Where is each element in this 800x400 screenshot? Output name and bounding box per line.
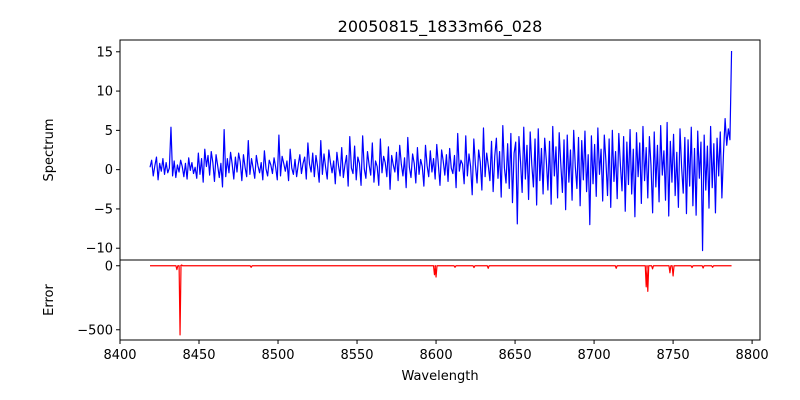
x-tick-label: 8700: [578, 348, 611, 363]
error-plot-frame: [119, 259, 761, 341]
spectrum-panel: −10 −5 0 5 10 15 Spectrum: [42, 39, 761, 261]
spectrum-y-tick-label: −10: [86, 242, 113, 257]
x-tick-label: 8800: [736, 348, 769, 363]
error-y-axis: 0 −500: [77, 259, 120, 338]
chart-title: 20050815_1833m66_028: [338, 17, 543, 37]
error-series: [150, 264, 732, 336]
x-tick-label: 8500: [261, 348, 294, 363]
error-y-tick-label: −500: [77, 323, 113, 338]
x-tick-label: 8600: [420, 348, 453, 363]
error-y-tick-label: 0: [105, 259, 113, 274]
spectrum-y-tick-label: −5: [94, 202, 113, 217]
x-tick-label: 8550: [340, 348, 373, 363]
spectrum-plot-frame: [119, 39, 761, 261]
error-y-label: Error: [42, 284, 57, 316]
x-tick-label: 8650: [499, 348, 532, 363]
spectrum-y-tick-label: 0: [105, 163, 113, 178]
error-panel: 0 −500 Error: [42, 259, 761, 341]
x-axis-label: Wavelength: [401, 369, 478, 384]
spectrum-y-tick-label: 10: [96, 85, 113, 100]
x-tick-label: 8750: [657, 348, 690, 363]
spectrum-y-tick-label: 15: [96, 45, 113, 60]
x-tick-label: 8400: [103, 348, 136, 363]
x-tick-label: 8450: [182, 348, 215, 363]
spectrum-series-line: [149, 50, 733, 252]
x-axis: 8400 8450 8500 8550 8600 8650 8700 8750 8800: [103, 340, 769, 363]
spectrum-series: [149, 50, 733, 252]
spectrum-y-tick-label: 5: [105, 124, 113, 139]
spectrum-y-label: Spectrum: [42, 119, 57, 182]
error-series-line: [150, 264, 732, 336]
spectrum-y-axis: −10 −5 0 5 10 15: [86, 45, 120, 257]
